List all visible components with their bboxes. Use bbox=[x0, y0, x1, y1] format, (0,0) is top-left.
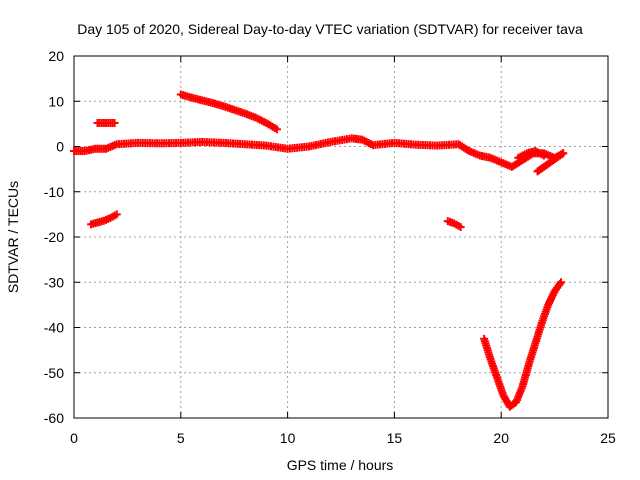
data-point bbox=[456, 223, 465, 232]
series-arc-neg17 bbox=[87, 210, 121, 229]
y-tick-label: -20 bbox=[44, 229, 64, 245]
series-dip bbox=[480, 278, 566, 411]
series-main-band bbox=[70, 134, 568, 171]
x-tick-label: 20 bbox=[493, 430, 509, 446]
data-point bbox=[539, 151, 548, 160]
series-short-5 bbox=[93, 118, 119, 127]
y-tick-label: 20 bbox=[48, 48, 64, 64]
x-axis-label: GPS time / hours bbox=[287, 457, 394, 473]
chart-title: Day 105 of 2020, Sidereal Day-to-day VTE… bbox=[77, 21, 583, 37]
data-point bbox=[112, 210, 121, 219]
y-tick-label: -10 bbox=[44, 184, 64, 200]
x-tick-label: 15 bbox=[387, 430, 403, 446]
series-arc-top bbox=[176, 90, 281, 134]
axis-ticks: 0 5 10 15 20 25 -60 -50 -40 -30 -20 -10 0 10 20 bbox=[44, 48, 616, 446]
y-tick-label: -60 bbox=[44, 410, 64, 426]
y-tick-label: -30 bbox=[44, 274, 64, 290]
data-point bbox=[272, 125, 281, 134]
data-point bbox=[110, 118, 119, 127]
y-tick-label: 10 bbox=[48, 93, 64, 109]
series-rise-tail bbox=[533, 149, 568, 176]
data-point bbox=[557, 278, 566, 287]
series-hump-21 bbox=[514, 147, 548, 162]
x-tick-label: 5 bbox=[177, 430, 185, 446]
x-tick-label: 0 bbox=[70, 430, 78, 446]
y-tick-label: -50 bbox=[44, 365, 64, 381]
y-tick-label: 0 bbox=[56, 139, 64, 155]
series-seg-18 bbox=[443, 217, 465, 232]
data-point bbox=[559, 149, 568, 158]
y-tick-label: -40 bbox=[44, 320, 64, 336]
y-axis-label: SDTVAR / TECUs bbox=[5, 181, 21, 293]
data-point bbox=[557, 150, 566, 159]
x-tick-label: 25 bbox=[600, 430, 616, 446]
grid bbox=[74, 56, 608, 418]
x-tick-label: 10 bbox=[280, 430, 296, 446]
data-points bbox=[70, 90, 568, 411]
